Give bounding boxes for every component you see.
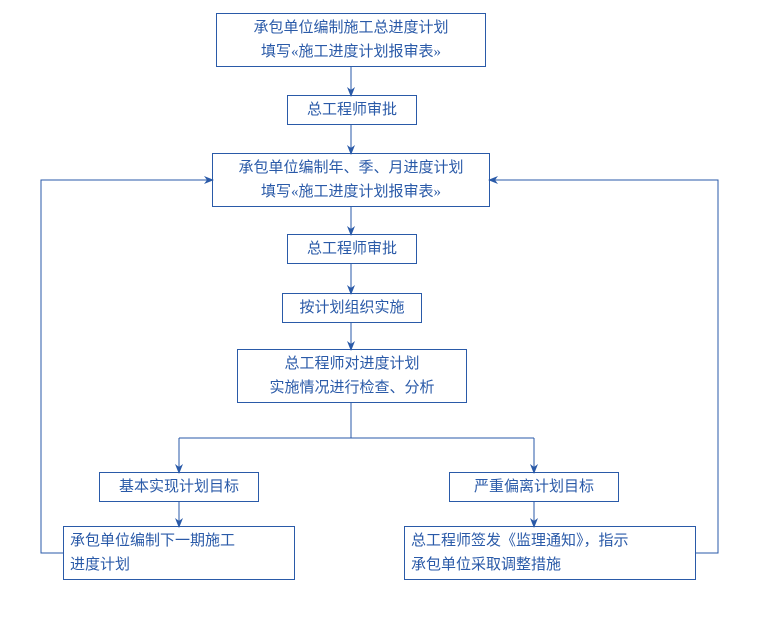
node-text: 进度计划 xyxy=(70,553,288,577)
node-text: 总工程师审批 xyxy=(307,237,397,261)
flow-node-4: 总工程师审批 xyxy=(287,234,417,264)
node-text: 填写«施工进度计划报审表» xyxy=(238,180,463,204)
flow-node-5: 按计划组织实施 xyxy=(282,293,422,323)
flow-node-8: 严重偏离计划目标 xyxy=(449,472,619,502)
node-text: 承包单位编制年、季、月进度计划 xyxy=(238,156,463,180)
node-text: 基本实现计划目标 xyxy=(119,475,239,499)
node-text: 实施情况进行检查、分析 xyxy=(269,376,434,400)
node-text: 总工程师签发《监理通知》，指示 xyxy=(411,529,689,553)
flow-node-1: 承包单位编制施工总进度计划 填写«施工进度计划报审表» xyxy=(216,13,486,67)
node-text: 承包单位采取调整措施 xyxy=(411,553,689,577)
flow-node-3: 承包单位编制年、季、月进度计划 填写«施工进度计划报审表» xyxy=(212,153,490,207)
node-text: 总工程师对进度计划 xyxy=(269,352,434,376)
node-text: 填写«施工进度计划报审表» xyxy=(253,40,448,64)
node-text: 承包单位编制施工总进度计划 xyxy=(253,16,448,40)
flow-node-10: 总工程师签发《监理通知》，指示 承包单位采取调整措施 xyxy=(404,526,696,580)
flow-node-7: 基本实现计划目标 xyxy=(99,472,259,502)
flow-node-6: 总工程师对进度计划 实施情况进行检查、分析 xyxy=(237,349,467,403)
flow-node-9: 承包单位编制下一期施工 进度计划 xyxy=(63,526,295,580)
node-text: 严重偏离计划目标 xyxy=(474,475,594,499)
node-text: 总工程师审批 xyxy=(307,98,397,122)
node-text: 承包单位编制下一期施工 xyxy=(70,529,288,553)
node-text: 按计划组织实施 xyxy=(299,296,404,320)
flow-node-2: 总工程师审批 xyxy=(287,95,417,125)
